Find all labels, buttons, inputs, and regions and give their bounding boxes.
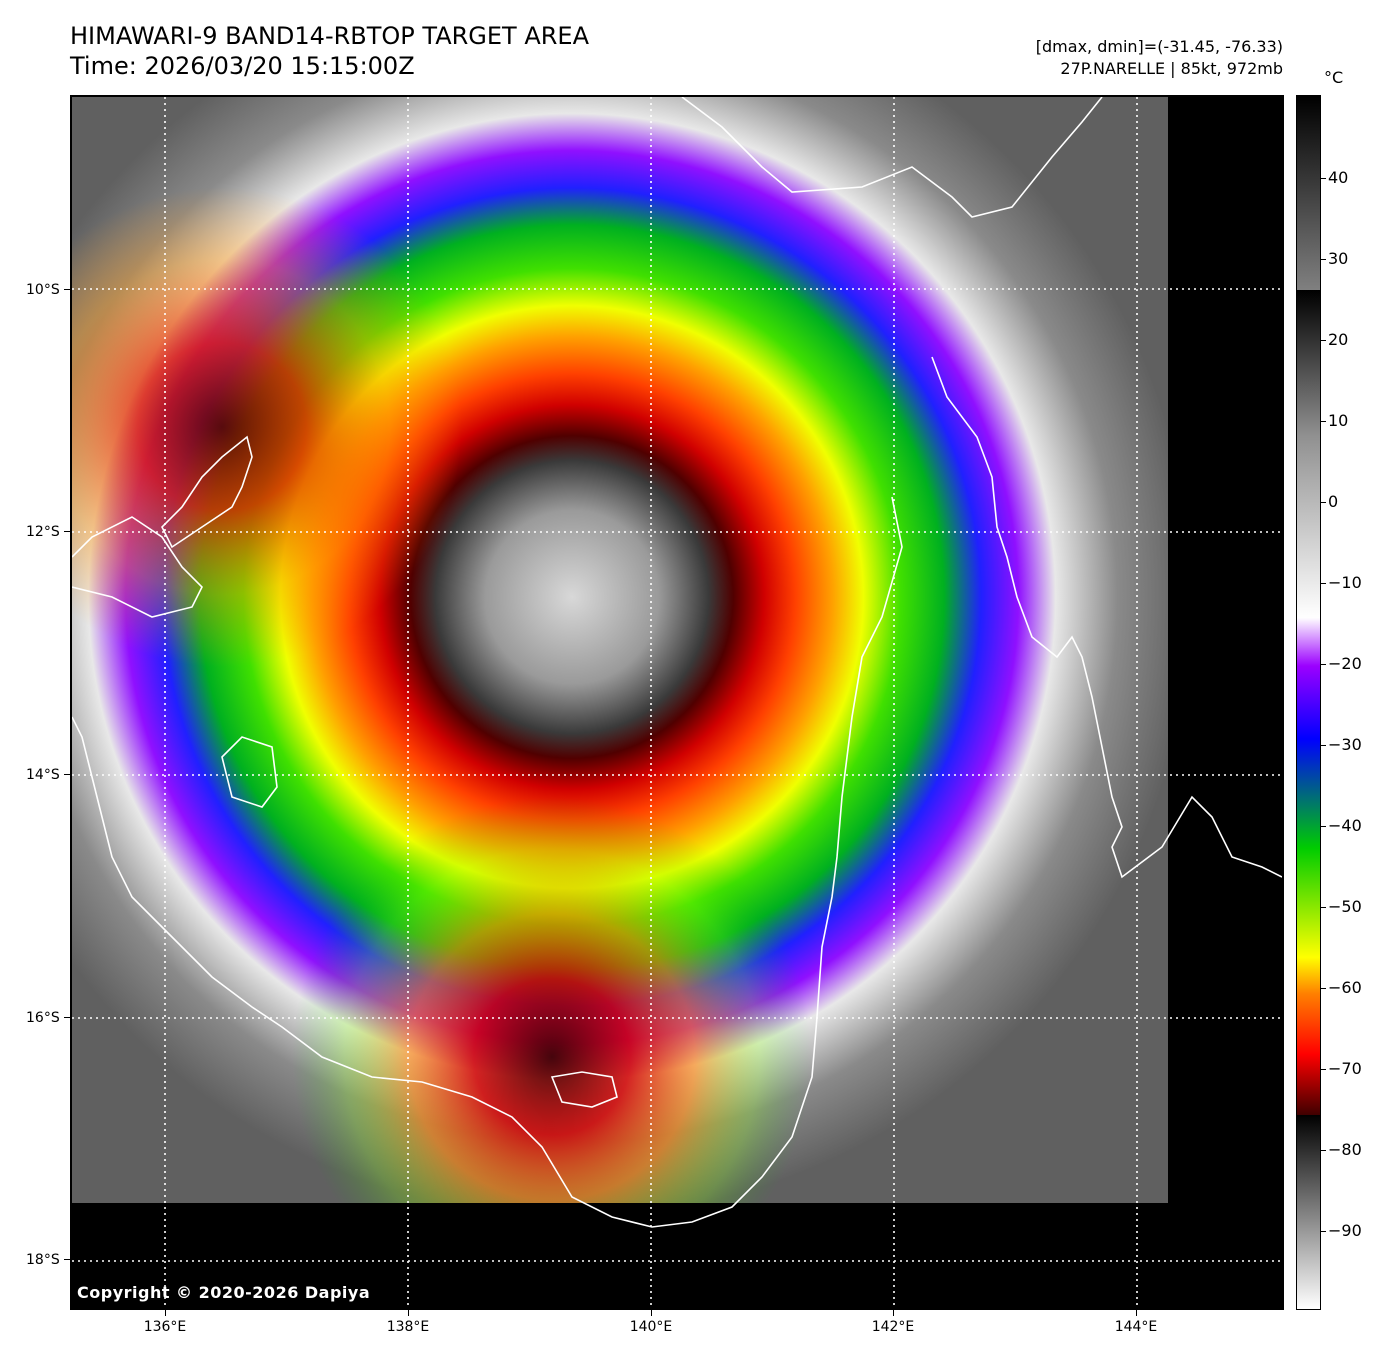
lon-label-142e: 142°E (871, 1319, 915, 1335)
colorbar-tick (1321, 826, 1326, 827)
coastlines (72, 97, 1282, 1228)
colorbar-tick (1321, 259, 1326, 260)
copyright-notice: Copyright © 2020-2026 Dapiya (77, 1283, 371, 1302)
lat-label-14s: 14°S (26, 767, 60, 783)
no-data-region (1168, 97, 1282, 1203)
colorbar-tick (1321, 1231, 1326, 1232)
colorbar-tick (1321, 988, 1326, 989)
lon-label-136e: 136°E (143, 1319, 187, 1335)
colorbar-tick (1321, 664, 1326, 665)
lat-label-10s: 10°S (26, 282, 60, 298)
colorbar-tick (1321, 1150, 1326, 1151)
colorbar-label: −40 (1328, 816, 1362, 835)
lat-label-12s: 12°S (26, 524, 60, 540)
colorbar-tick (1321, 340, 1326, 341)
infrared-imagery (72, 97, 1282, 1308)
colorbar-tick (1321, 745, 1326, 746)
colorbar-label: 20 (1328, 330, 1349, 349)
colorbar-label: 30 (1328, 249, 1349, 268)
range-info: [dmax, dmin]=(-31.45, -76.33) (1035, 37, 1283, 56)
colorbar-unit: °C (1324, 68, 1344, 87)
lon-label-140e: 140°E (629, 1319, 673, 1335)
storm-info: 27P.NARELLE | 85kt, 972mb (1060, 59, 1283, 78)
lat-label-18s: 18°S (26, 1252, 60, 1268)
colorbar-label: −30 (1328, 735, 1362, 754)
colorbar-tick (1321, 421, 1326, 422)
colorbar-tick (1321, 1069, 1326, 1070)
gridlines (72, 97, 1282, 1308)
timestamp: Time: 2026/03/20 15:15:00Z (70, 52, 415, 80)
colorbar-label: 10 (1328, 411, 1349, 430)
colorbar-label: −80 (1328, 1140, 1362, 1159)
colorbar-tick (1321, 583, 1326, 584)
colorbar-label: −70 (1328, 1059, 1362, 1078)
colorbar-label: −60 (1328, 978, 1362, 997)
colorbar-label: −10 (1328, 573, 1362, 592)
colorbar-label: −20 (1328, 654, 1362, 673)
lat-label-16s: 16°S (26, 1010, 60, 1026)
lon-label-144e: 144°E (1114, 1319, 1158, 1335)
colorbar-label: 40 (1328, 168, 1349, 187)
colorbar-label: −90 (1328, 1221, 1362, 1240)
satellite-image: Copyright © 2020-2026 Dapiya (70, 95, 1284, 1310)
lon-label-138e: 138°E (386, 1319, 430, 1335)
colorbar-label: −50 (1328, 897, 1362, 916)
colorbar-label: 0 (1328, 492, 1339, 511)
temperature-colorbar (1296, 95, 1321, 1310)
no-data-strip (72, 1203, 1282, 1308)
map-title: HIMAWARI-9 BAND14-RBTOP TARGET AREA (70, 22, 590, 50)
colorbar-tick (1321, 178, 1326, 179)
colorbar-tick (1321, 502, 1326, 503)
colorbar-tick (1321, 907, 1326, 908)
